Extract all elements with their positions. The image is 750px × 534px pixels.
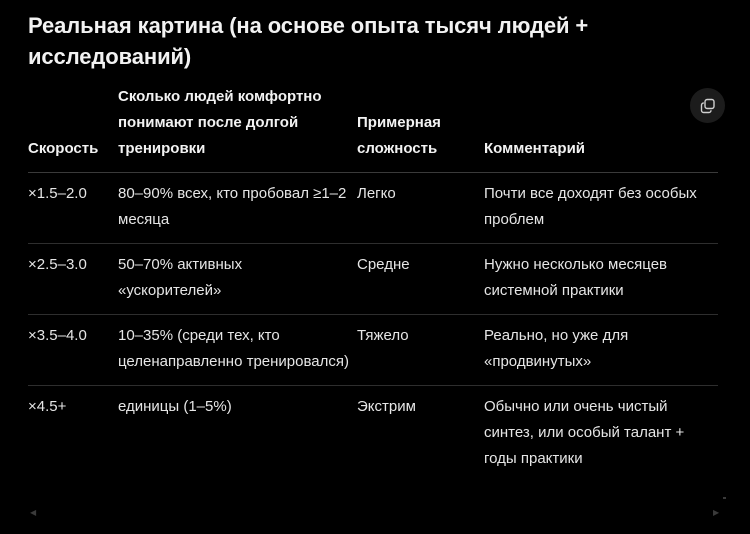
chevron-left-icon[interactable]: ◀ <box>30 508 37 517</box>
cell-people: 10–35% (среди тех, кто целенаправленно т… <box>118 314 357 386</box>
cell-comment: Нужно несколько месяцев системной практи… <box>484 243 718 315</box>
cell-speed: ×3.5–4.0 <box>28 314 118 386</box>
header-people: Сколько людей комфортно понимают после д… <box>118 84 357 173</box>
cell-speed: ×4.5+ <box>28 398 67 415</box>
cell-people: единицы (1–5%) <box>118 398 232 415</box>
cell-comment: Обычно или очень чистый синтез, или особ… <box>484 398 685 467</box>
cell-people: 80–90% всех, кто пробовал ≥1–2 месяца <box>118 172 357 244</box>
cell-comment: Почти все доходят без особых проблем <box>484 172 718 244</box>
table-row: ×4.5+ единицы (1–5%) Экстрим Обычно или … <box>28 386 718 483</box>
table-row: ×1.5–2.0 80–90% всех, кто пробовал ≥1–2 … <box>28 172 718 244</box>
table-row: ×2.5–3.0 50–70% активных «ускорителей» С… <box>28 243 718 315</box>
scrollbar-marker <box>723 497 726 499</box>
cell-speed: ×2.5–3.0 <box>28 243 118 315</box>
speed-table: Скорость Сколько людей комфортно понимаю… <box>28 84 718 482</box>
section-heading: Реальная картина (на основе опыта тысяч … <box>28 13 589 69</box>
chevron-right-icon[interactable]: ▶ <box>713 508 720 517</box>
table-header-row: Скорость Сколько людей комфортно понимаю… <box>28 84 718 173</box>
cell-difficulty: Тяжело <box>357 314 484 386</box>
header-difficulty: Примерная сложность <box>357 84 484 173</box>
cell-difficulty: Средне <box>357 243 484 315</box>
speed-table-container[interactable]: Скорость Сколько людей комфортно понимаю… <box>28 84 718 482</box>
cell-people: 50–70% активных «ускорителей» <box>118 243 357 315</box>
header-speed: Скорость <box>28 84 118 173</box>
cell-speed: ×1.5–2.0 <box>28 172 118 244</box>
cell-comment: Реально, но уже для «продвинутых» <box>484 314 718 386</box>
header-comment: Комментарий <box>484 84 718 173</box>
cell-difficulty: Экстрим <box>357 398 416 415</box>
table-row: ×3.5–4.0 10–35% (среди тех, кто целенапр… <box>28 314 718 386</box>
cell-difficulty: Легко <box>357 172 484 244</box>
